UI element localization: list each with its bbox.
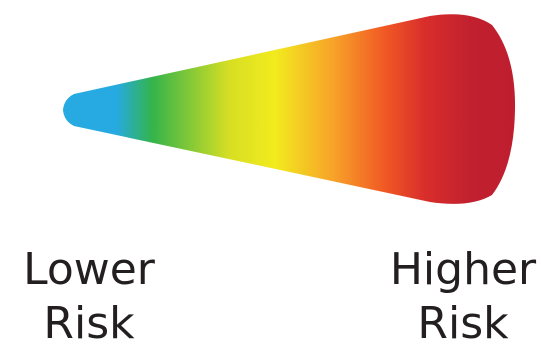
higher-risk-label-line1: Higher [389, 244, 537, 295]
risk-cone-shape [63, 14, 516, 204]
lower-risk-label: Lower Risk [12, 243, 166, 351]
lower-risk-label-line2: Risk [43, 298, 135, 349]
higher-risk-label: Higher Risk [385, 243, 541, 351]
lower-risk-label-line1: Lower [23, 244, 155, 295]
higher-risk-label-line2: Risk [417, 298, 509, 349]
risk-gradient-cone [63, 14, 516, 204]
